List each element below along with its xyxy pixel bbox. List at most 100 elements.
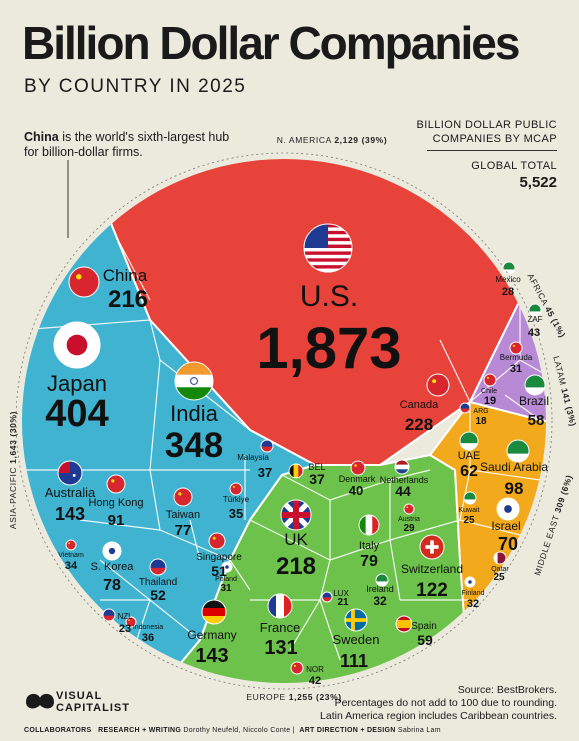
cell-border [149, 599, 201, 641]
country-name-japan: Japan [47, 371, 107, 396]
country-value-taiwan: 77 [175, 522, 192, 539]
flag-italy-icon [358, 514, 380, 536]
cell-border [519, 359, 546, 381]
country-value-qatar: 25 [493, 572, 505, 583]
country-name-uae: UAE [458, 450, 481, 462]
country-value-denmark: 40 [349, 483, 363, 498]
country-name-malaysia: Malaysia [237, 453, 269, 462]
country-value-uae: 62 [460, 463, 478, 480]
flag-israel-icon [496, 497, 520, 521]
flag-singapore-icon [208, 532, 226, 550]
country-name-sweden: Sweden [333, 632, 380, 647]
flag-switzerland-icon [419, 534, 445, 560]
country-name-kuwait: Kuwait [458, 507, 479, 514]
country-name-indonesia: Indonesia [133, 624, 163, 631]
country-value-bermuda: 31 [510, 363, 522, 375]
cell-border [389, 469, 431, 481]
country-name-spain: Spain [411, 621, 437, 632]
cell-border [99, 559, 151, 601]
country-name-france: France [260, 620, 300, 635]
region-label-value: 1,643 (30%) [8, 411, 18, 464]
region-label-n-america: N. AMERICA 2,129 (39%) [277, 135, 388, 145]
country-value-china: 216 [108, 286, 148, 313]
country-value-ireland: 32 [373, 594, 387, 608]
cell-border [149, 469, 161, 531]
country-name-s-korea: S. Korea [91, 561, 135, 573]
country-name-germany: Germany [187, 628, 236, 642]
country-value-mexico: 28 [502, 286, 514, 298]
flag-thailand-icon [149, 558, 167, 576]
country-value-zaf: 43 [528, 327, 540, 339]
cell-border [229, 559, 251, 591]
country-name-australia: Australia [45, 485, 96, 500]
collab-label: COLLABORATORS [24, 727, 92, 734]
country-name-thailand: Thailand [139, 577, 177, 588]
collab-ad: Sabrina Lam [397, 727, 441, 734]
region-label-value: 45 (1%) [543, 305, 568, 340]
country-value-uk: 218 [276, 553, 316, 580]
flag-spain-icon [395, 615, 413, 633]
country-name-canada: Canada [400, 399, 439, 411]
country-value-indonesia: 36 [142, 632, 154, 644]
country-name-israel: Israel [491, 519, 520, 533]
country-name-poland: Poland [215, 576, 237, 583]
country-value-poland: 31 [220, 583, 232, 594]
flag-germany-icon [201, 599, 227, 625]
flag-qatar-icon [493, 551, 507, 565]
country-value-chile: 19 [484, 395, 496, 407]
flag-saudi-arabia-icon [506, 439, 530, 463]
region-label-latam: LATAM 141 (3%) [551, 355, 578, 428]
flag-bermuda-icon [509, 341, 523, 355]
country-name-saudi-arabia: Saudi Arabia [480, 460, 548, 474]
source-line-1: Source: BestBrokers. [457, 684, 557, 696]
country-value-france: 131 [264, 637, 297, 659]
country-value-sweden: 111 [340, 651, 368, 671]
flag-australia-icon [57, 460, 83, 486]
country-name-brazil: Brazil [519, 394, 549, 408]
country-name-switzerland: Switzerland [401, 562, 463, 576]
flag-austria-icon [403, 503, 415, 515]
flag-netherlands-icon [394, 459, 410, 475]
cell-border [189, 519, 201, 561]
cell-border [504, 394, 541, 421]
country-name-hong-kong: Hong Kong [88, 497, 143, 509]
flag-uae-icon [459, 431, 479, 451]
region-label-name: AFRICA [526, 272, 552, 310]
source-line-3: Latin America region includes Caribbean … [320, 710, 557, 722]
flag-taiwan-icon [173, 487, 193, 507]
flag-mexico-icon [502, 261, 516, 275]
collab-ad-label: ART DIRECTION + DESIGN [299, 727, 396, 734]
country-name-mexico: Mexico [495, 275, 521, 284]
flag-china-icon [68, 266, 100, 298]
annotation-bold: China [24, 130, 59, 144]
country-name-bermuda: Bermuda [500, 353, 533, 362]
country-value-s-korea: 78 [103, 577, 121, 594]
legend-heading: BILLION DOLLAR PUBLIC COMPANIES BY MCAP [397, 118, 557, 146]
region-label-name: MIDDLE EAST [532, 511, 562, 577]
region-label-value: 2,129 (39%) [334, 135, 387, 145]
region-label-europe: EUROPE 1,255 (23%) [246, 692, 341, 702]
flag-sweden-icon [344, 608, 368, 632]
cell-border [319, 599, 341, 661]
region-label-middle-east: MIDDLE EAST 309 (6%) [532, 473, 574, 576]
legend-line-1: BILLION DOLLAR PUBLIC [416, 119, 557, 131]
country-value-malaysia: 37 [258, 465, 272, 480]
country-name-t-rkiye: Türkiye [223, 495, 250, 504]
country-value-singapore: 51 [211, 563, 227, 579]
country-value-austria: 29 [403, 523, 415, 534]
country-name-finland: Finland [462, 590, 485, 597]
country-value-italy: 79 [360, 553, 378, 570]
flag-u-s-icon [303, 223, 353, 273]
country-name-netherlands: Netherlands [380, 475, 429, 485]
cell-border [389, 519, 461, 541]
country-value-vietnam: 34 [65, 560, 78, 572]
country-value-lux: 21 [337, 597, 349, 608]
cell-border [389, 539, 401, 601]
annotation-text: is the world's sixth-largest hub for bil… [24, 130, 230, 159]
region-label-name: N. AMERICA [277, 135, 335, 145]
country-name-bel: BEL [308, 462, 325, 472]
cell-border [329, 479, 391, 501]
region-label-value: 309 (6%) [553, 473, 575, 513]
country-name-austria: Austria [398, 516, 420, 523]
flag-france-icon [267, 593, 293, 619]
